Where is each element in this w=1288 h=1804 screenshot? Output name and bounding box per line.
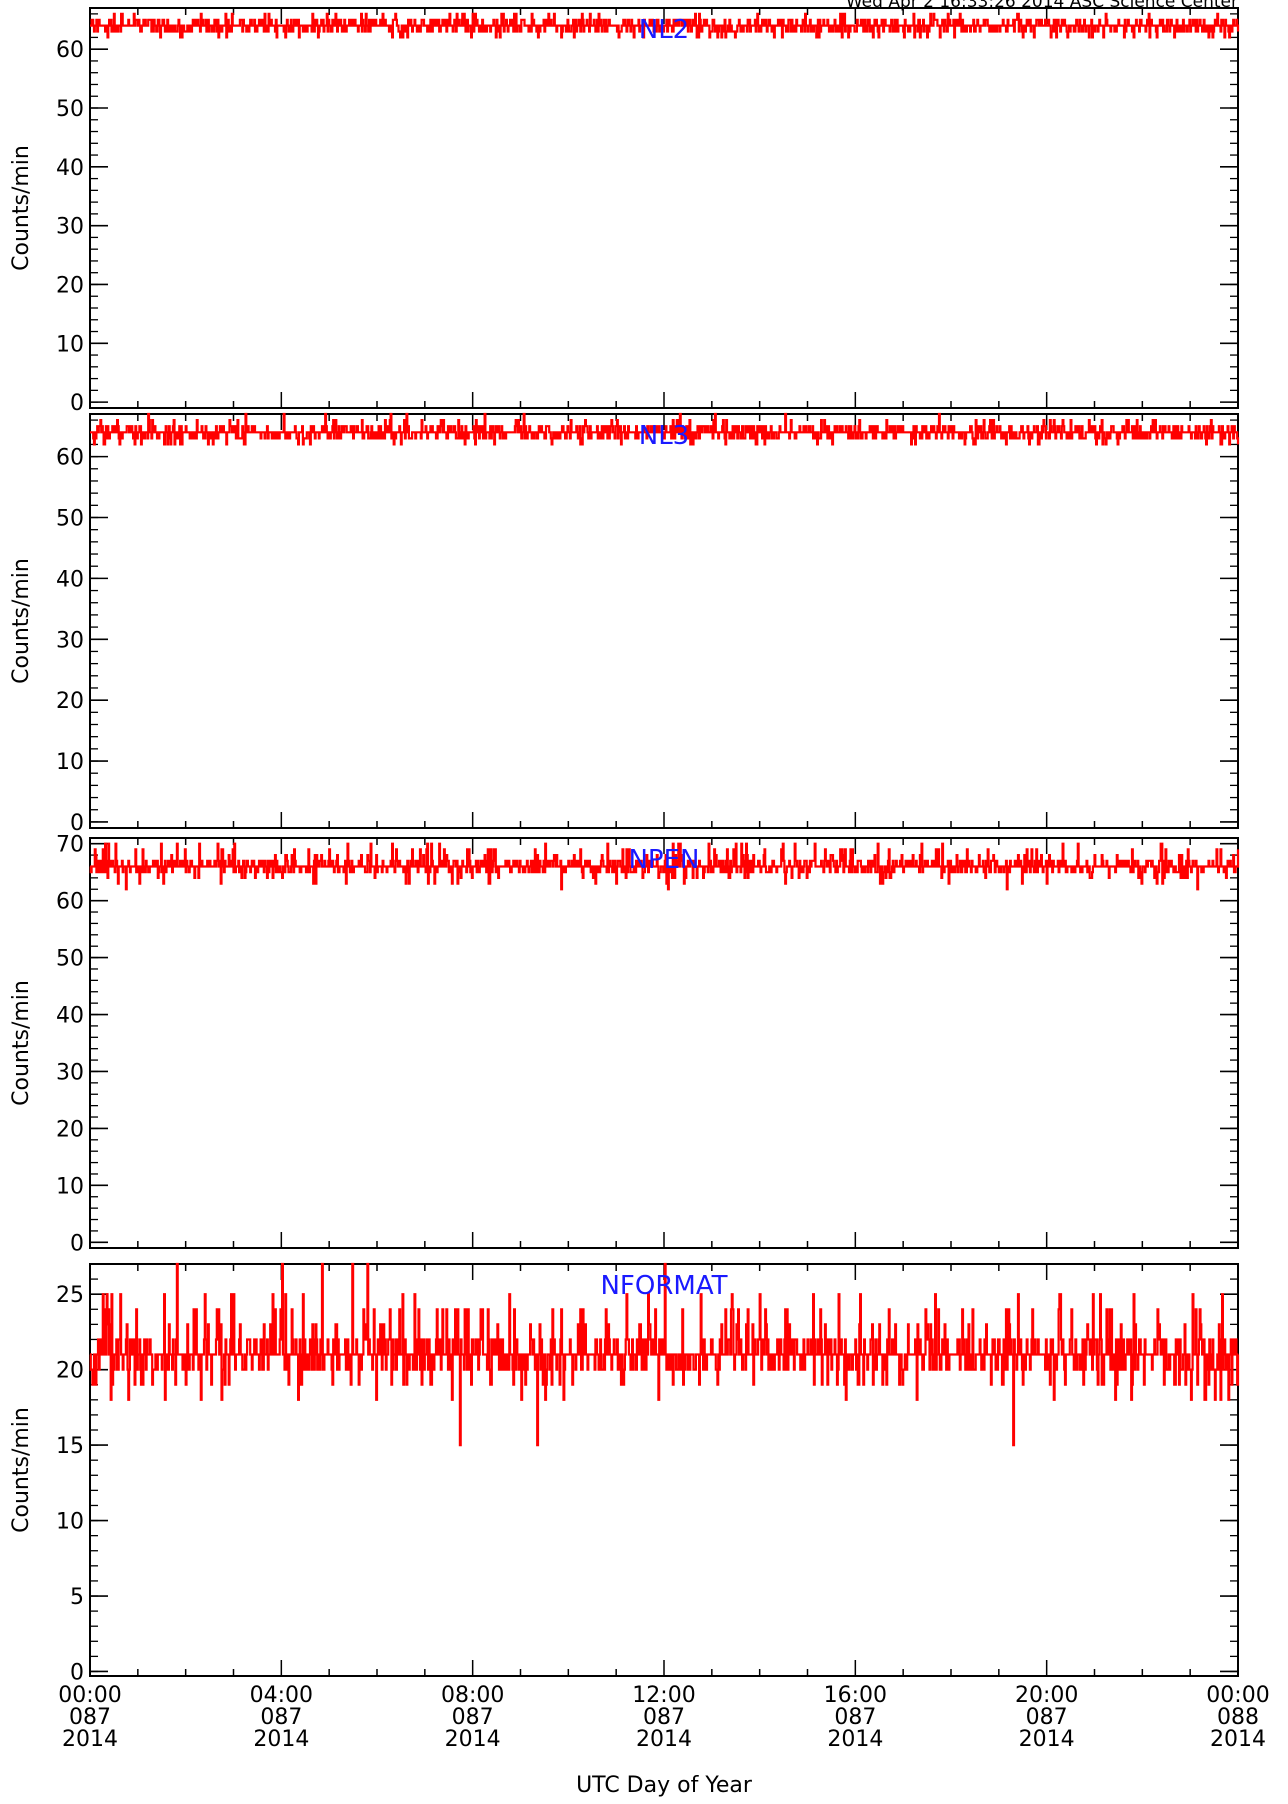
x-tick-text: 087 (69, 1705, 111, 1730)
x-tick-text: 087 (260, 1705, 302, 1730)
x-tick-text: 00:00 (1206, 1683, 1269, 1708)
x-axis-label: UTC Day of Year (576, 1773, 753, 1798)
y-axis-label: Counts/min (9, 980, 34, 1106)
x-tick-text: 00:00 (58, 1683, 121, 1708)
y-axis-label: Counts/min (9, 558, 34, 684)
x-tick-text: 2014 (445, 1727, 501, 1752)
header-timestamp: Wed Apr 2 16:33:26 2014 ASC Science Cent… (846, 0, 1238, 12)
panel-title: NL3 (639, 421, 689, 451)
y-tick-label: 40 (56, 1004, 84, 1029)
x-tick-text: 04:00 (250, 1683, 313, 1708)
x-tick-text: 087 (1026, 1705, 1068, 1730)
x-tick-text: 087 (452, 1705, 494, 1730)
y-tick-label: 40 (56, 156, 84, 181)
panel-nl3: 0 10 20 30 40 50 60 NL3 Counts/min (9, 412, 1240, 836)
x-tick-text: 2014 (636, 1727, 692, 1752)
x-tick-text: 087 (643, 1705, 685, 1730)
y-tick-label: 20 (56, 1359, 84, 1384)
y-tick-label: 60 (56, 38, 84, 63)
y-tick-label: 15 (56, 1434, 84, 1459)
y-tick-label: 30 (56, 1060, 84, 1085)
y-tick-label: 50 (56, 947, 84, 972)
x-tick-text: 2014 (827, 1727, 883, 1752)
x-axis-labels: 00:00087201404:00087201408:00087201412:0… (58, 1683, 1269, 1752)
y-axis-label: Counts/min (9, 1407, 34, 1533)
y-tick-label: 50 (56, 507, 84, 532)
x-tick-text: 088 (1217, 1705, 1259, 1730)
y-tick-label: 60 (56, 890, 84, 915)
y-tick-label: 10 (56, 750, 84, 775)
y-tick-label: 20 (56, 689, 84, 714)
y-tick-label: 25 (56, 1283, 84, 1308)
chart-panels: 0102030405060NL2Counts/min0102030405060N… (9, 7, 1240, 1685)
plot-frame (89, 7, 1239, 409)
y-tick-label: 0 (70, 1660, 84, 1685)
y-tick-label: 10 (56, 332, 84, 357)
y-tick-label: 0 (70, 1231, 84, 1256)
series-line-nl2 (90, 12, 1240, 39)
series-line-npen (89, 842, 1240, 891)
y-tick-label: 50 (56, 97, 84, 122)
x-tick-text: 2014 (1210, 1727, 1266, 1752)
x-tick-text: 12:00 (632, 1683, 695, 1708)
plot-frame (89, 837, 1239, 1249)
y-tick-label: 10 (56, 1510, 84, 1535)
y-tick-label: 40 (56, 567, 84, 592)
x-tick-text: 08:00 (441, 1683, 504, 1708)
x-tick-text: 087 (834, 1705, 876, 1730)
x-tick-text: 2014 (1019, 1727, 1075, 1752)
y-tick-label: 30 (56, 215, 84, 240)
panel-nl2: 0 10 20 30 40 50 60 NL2 Counts/min (9, 7, 1240, 416)
panel-title: NPEN (628, 845, 699, 875)
y-tick-label: 30 (56, 628, 84, 653)
y-tick-label: 70 (56, 833, 84, 858)
y-tick-label: 20 (56, 1117, 84, 1142)
y-tick-label: 20 (56, 273, 84, 298)
y-tick-label: 5 (70, 1585, 84, 1610)
series-line-nformat (89, 1262, 1240, 1447)
panel-nformat: 0 5 10 15 20 25 NFORMAT Counts/min (9, 1262, 1240, 1685)
panel-title: NFORMAT (600, 1271, 727, 1301)
series-line-nl3 (90, 412, 1240, 446)
y-tick-label: 0 (70, 811, 84, 836)
y-tick-label: 60 (56, 446, 84, 471)
y-tick-label: 10 (56, 1174, 84, 1199)
plot-frame (89, 413, 1239, 829)
panel-title: NL2 (639, 15, 689, 45)
x-tick-text: 16:00 (824, 1683, 887, 1708)
y-tick-label: 0 (70, 391, 84, 416)
x-tick-text: 2014 (62, 1727, 118, 1752)
y-axis-label: Counts/min (9, 145, 34, 271)
panel-npen: 0 10 20 30 40 50 60 70 NPEN Counts/min (9, 833, 1240, 1256)
x-tick-text: 2014 (253, 1727, 309, 1752)
x-tick-text: 20:00 (1015, 1683, 1078, 1708)
